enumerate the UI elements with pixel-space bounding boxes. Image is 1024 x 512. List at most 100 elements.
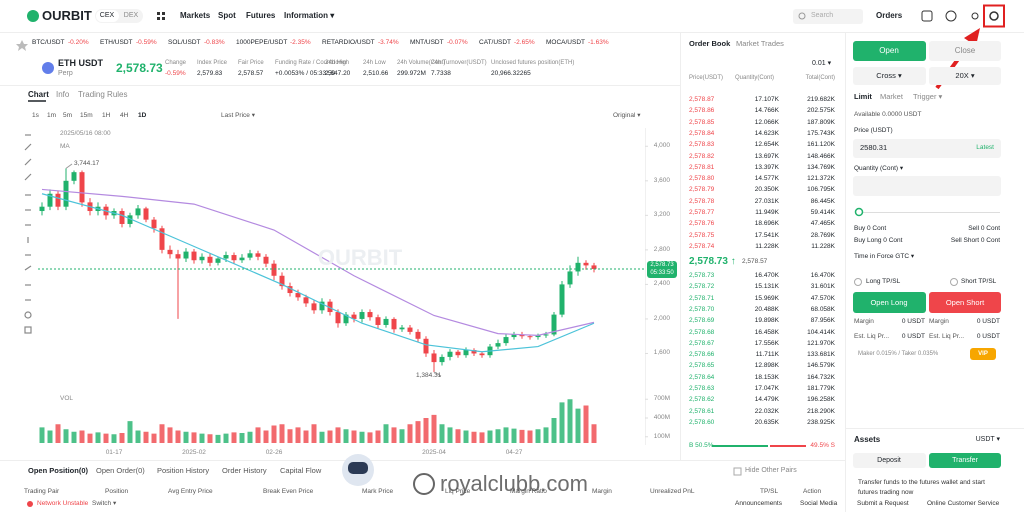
bottom-tab[interactable]: Capital Flow — [280, 466, 322, 475]
ob-step[interactable]: 0.01 ▾ — [812, 60, 832, 67]
ticker-change[interactable]: -1.63% — [588, 39, 609, 46]
orders-link[interactable]: Orders — [876, 11, 903, 20]
ticker-pair[interactable]: SOL/USDT — [168, 39, 201, 46]
ticker-pair[interactable]: CAT/USDT — [479, 39, 512, 46]
interval[interactable]: 1D — [138, 112, 147, 119]
quantity-input[interactable] — [853, 176, 1001, 196]
footer-link[interactable]: Online Customer Service — [927, 500, 1000, 507]
y-tick-label: 2,800 — [653, 245, 670, 253]
tab-dex[interactable]: DEX — [123, 12, 139, 19]
order-type[interactable]: Trigger ▾ — [913, 92, 943, 101]
close-button[interactable] — [929, 41, 1001, 61]
ticker-pair[interactable]: MNT/USDT — [410, 39, 444, 46]
ob-qty: 17.107K — [754, 96, 779, 103]
footer-link[interactable]: Submit a Request — [857, 500, 909, 507]
language-icon[interactable] — [945, 10, 957, 22]
search-box[interactable] — [793, 9, 863, 24]
volume-bar — [431, 414, 437, 443]
ratio-bar-sell — [770, 445, 806, 447]
ticker-pair[interactable]: MOCA/USDT — [546, 39, 585, 46]
vol-tick-label: 100M — [653, 432, 670, 440]
deposit-label[interactable]: Deposit — [877, 456, 901, 464]
margin-select[interactable] — [853, 67, 926, 85]
ticker-change[interactable]: -0.20% — [68, 39, 89, 46]
ticker-pair[interactable]: 1000PEPE/USDT — [236, 39, 288, 46]
open-short-label[interactable]: Open Short — [945, 297, 985, 307]
nav-link[interactable]: Information ▾ — [284, 11, 335, 20]
tab-cex[interactable]: CEX — [99, 12, 115, 19]
checkbox[interactable] — [854, 278, 862, 286]
order-type[interactable]: Market — [880, 92, 903, 101]
latest[interactable]: Latest — [976, 144, 994, 151]
interval[interactable]: 1m — [47, 112, 57, 119]
ob-tab[interactable]: Order Book — [689, 39, 731, 48]
ticker-change[interactable]: -0.83% — [204, 39, 225, 46]
interval[interactable]: 5m — [63, 112, 73, 119]
leverage-select[interactable] — [929, 67, 1001, 85]
open-short-button[interactable] — [929, 292, 1001, 313]
ob-price: 2,578.79 — [689, 186, 715, 194]
ob-price: 2,578.85 — [689, 118, 715, 126]
theme-icon[interactable] — [971, 12, 979, 20]
open-long-label[interactable]: Open Long — [870, 297, 908, 307]
candle-body — [199, 256, 205, 261]
settings-icon[interactable] — [989, 11, 999, 21]
ob-qty: 17.556K — [754, 339, 779, 347]
asset-currency[interactable]: USDT ▾ — [975, 436, 1000, 443]
footer-link[interactable]: Announcements — [735, 500, 782, 507]
nav-link[interactable]: Spot — [218, 11, 236, 20]
chart-tab[interactable]: Chart — [28, 90, 49, 99]
nav-link[interactable]: Futures — [246, 11, 276, 20]
open-button[interactable] — [853, 41, 926, 61]
open-long-button[interactable] — [853, 292, 926, 313]
footer-link[interactable]: Social Media — [800, 500, 838, 507]
bottom-tab[interactable]: Open Position(0) — [28, 466, 88, 475]
ticker-change[interactable]: -2.35% — [290, 39, 311, 46]
ticker-change[interactable]: -0.07% — [447, 39, 468, 46]
sell-info: Sell 0 Cont — [968, 225, 1000, 232]
stat-value: 20,966.32265 — [491, 70, 531, 77]
download-icon[interactable] — [921, 10, 933, 22]
slider-knob[interactable] — [854, 207, 864, 217]
order-type[interactable]: Limit — [854, 92, 872, 101]
price-type[interactable]: Last Price ▾ — [221, 112, 255, 119]
nav-link[interactable]: Markets — [180, 11, 211, 20]
bottom-tab[interactable]: Order History — [222, 466, 267, 475]
interval[interactable]: 4H — [120, 112, 129, 119]
price-input[interactable] — [853, 139, 1001, 158]
checkbox[interactable] — [950, 278, 958, 286]
switch[interactable]: Switch ▾ — [92, 500, 117, 507]
leverage[interactable]: 20X ▾ — [955, 71, 975, 80]
volume-bar — [295, 427, 301, 443]
chart-watermark: OURBIT — [317, 245, 403, 270]
ticker-change[interactable]: -3.74% — [378, 39, 399, 46]
search[interactable]: Search — [811, 12, 834, 19]
ob-tab[interactable]: Market Trades — [736, 39, 784, 48]
ticker-change[interactable]: -0.59% — [136, 39, 157, 46]
open-label[interactable]: Open — [879, 46, 899, 55]
chart-tab[interactable]: Trading Rules — [78, 90, 128, 99]
star-icon[interactable] — [16, 40, 28, 51]
deposit-button[interactable] — [853, 453, 926, 468]
interval[interactable]: 15m — [80, 112, 93, 119]
ticker-pair[interactable]: BTC/USDT — [32, 39, 65, 46]
volume-bar — [543, 427, 549, 443]
interval[interactable]: 1H — [102, 112, 111, 119]
tpsl[interactable]: Short TP/SL — [961, 278, 997, 285]
close-label[interactable]: Close — [954, 46, 976, 55]
ticker-pair[interactable]: ETH/USDT — [100, 39, 133, 46]
ticker-change[interactable]: -2.65% — [514, 39, 535, 46]
chart-tab[interactable]: Info — [56, 90, 70, 99]
hide-pairs[interactable]: Hide Other Pairs — [745, 467, 797, 474]
view-mode[interactable]: Original ▾ — [613, 112, 641, 119]
interval[interactable]: 1s — [32, 112, 39, 119]
margin-mode[interactable]: Cross ▾ — [876, 71, 902, 80]
tpsl[interactable]: Long TP/SL — [866, 278, 901, 285]
transfer-button[interactable] — [929, 453, 1001, 468]
bottom-tab[interactable]: Position History — [157, 466, 210, 475]
transfer-label[interactable]: Transfer — [952, 456, 978, 464]
ticker-pair[interactable]: RETARDIO/USDT — [322, 39, 375, 46]
checkbox[interactable] — [733, 467, 742, 476]
bottom-tab[interactable]: Open Order(0) — [96, 466, 145, 475]
ob-total: 161.120K — [807, 141, 835, 149]
